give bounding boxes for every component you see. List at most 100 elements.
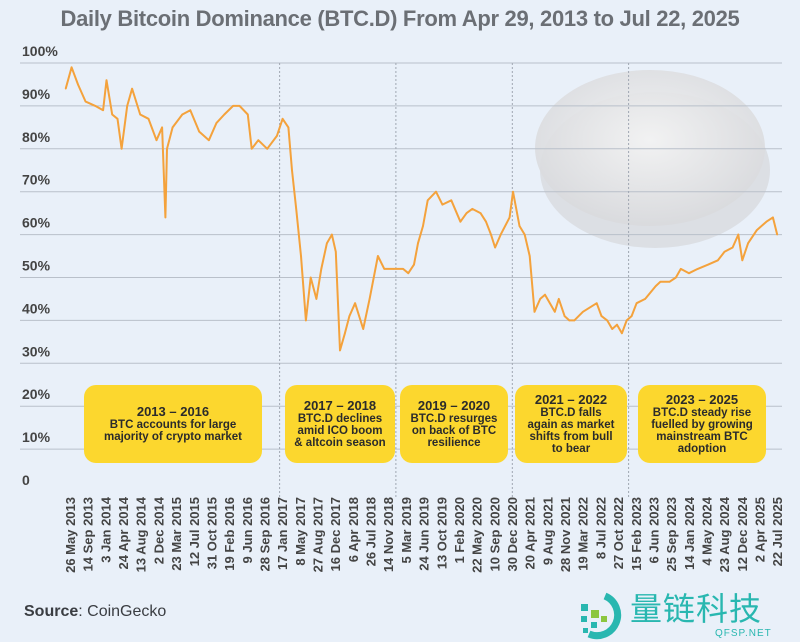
annotation-text: shifts from bull bbox=[529, 431, 613, 443]
data-point bbox=[680, 268, 682, 270]
annotation-period: 2013 – 2016 bbox=[136, 404, 210, 419]
data-point bbox=[139, 113, 142, 116]
data-point bbox=[166, 148, 168, 150]
data-point bbox=[246, 113, 249, 116]
y-tick-label: 60% bbox=[22, 215, 51, 231]
data-point bbox=[582, 311, 584, 313]
data-point bbox=[422, 225, 424, 227]
x-tick-label: 14 Sep 2013 bbox=[81, 497, 96, 571]
annotation-text: on back of BTC bbox=[411, 425, 497, 437]
annotation-period: 2023 – 2025 bbox=[665, 392, 739, 407]
data-point bbox=[595, 302, 598, 305]
annotation-text: resilience bbox=[427, 437, 481, 449]
annotation-text: to bear bbox=[551, 443, 591, 455]
data-point bbox=[499, 233, 502, 236]
source-value: : CoinGecko bbox=[78, 603, 167, 620]
annotation-text: BTC.D falls bbox=[540, 407, 602, 419]
data-point bbox=[102, 109, 104, 111]
data-point bbox=[616, 323, 618, 326]
data-point bbox=[250, 148, 253, 150]
x-tick-label: 30 Dec 2020 bbox=[505, 497, 520, 571]
data-point bbox=[441, 203, 444, 206]
data-point bbox=[435, 190, 437, 193]
data-point bbox=[776, 233, 778, 236]
data-point bbox=[181, 113, 184, 116]
chart-title: Daily Bitcoin Dominance (BTC.D) From Apr… bbox=[60, 6, 740, 31]
data-point bbox=[717, 259, 719, 262]
annotation-box: 2017 – 2018 BTC.D declines amid ICO boom & … bbox=[285, 385, 395, 463]
data-point bbox=[696, 268, 699, 270]
data-point bbox=[630, 315, 633, 317]
data-point bbox=[471, 208, 474, 210]
data-point bbox=[198, 130, 200, 133]
x-tick-label: 8 Jul 2022 bbox=[593, 497, 608, 559]
annotation-period: 2019 – 2020 bbox=[417, 398, 491, 413]
watermark-en: QFSP.NET bbox=[715, 628, 772, 639]
annotation-text: BTC.D declines bbox=[297, 413, 383, 425]
data-point bbox=[512, 190, 514, 193]
data-point bbox=[276, 135, 278, 137]
x-tick-label: 22 Jul 2025 bbox=[770, 497, 785, 566]
y-tick-label: 0 bbox=[22, 472, 30, 488]
data-point bbox=[215, 122, 218, 124]
data-point bbox=[354, 302, 356, 305]
x-tick-label: 1 Feb 2020 bbox=[452, 497, 467, 564]
x-tick-label: 26 Jul 2018 bbox=[364, 497, 379, 566]
data-point bbox=[563, 315, 566, 317]
data-point bbox=[508, 216, 511, 219]
x-tick-label: 24 Apr 2014 bbox=[116, 496, 131, 569]
data-point bbox=[94, 105, 97, 107]
data-point bbox=[772, 216, 774, 219]
data-point bbox=[668, 280, 671, 283]
data-point bbox=[171, 126, 174, 129]
data-point bbox=[688, 272, 690, 275]
data-point bbox=[644, 298, 646, 300]
x-tick-label: 2 Dec 2014 bbox=[151, 496, 166, 564]
data-point bbox=[654, 285, 657, 287]
annotation-period: 2021 – 2022 bbox=[534, 392, 608, 407]
data-point bbox=[266, 148, 268, 150]
data-point bbox=[320, 268, 323, 270]
data-point bbox=[335, 250, 337, 253]
data-point bbox=[362, 328, 365, 330]
data-point bbox=[315, 298, 318, 300]
data-point bbox=[485, 220, 487, 223]
data-point bbox=[116, 117, 119, 120]
data-point bbox=[287, 126, 290, 129]
source-note: Source: CoinGecko bbox=[24, 603, 166, 621]
x-tick-label: 31 Oct 2015 bbox=[204, 497, 219, 569]
annotation-box: 2013 – 2016 BTC accounts for large majorit… bbox=[84, 385, 262, 463]
data-point bbox=[309, 276, 312, 279]
data-point bbox=[344, 332, 346, 335]
annotation-text: mainstream BTC bbox=[656, 431, 748, 443]
x-tick-label: 28 Sep 2016 bbox=[257, 497, 272, 571]
x-tick-label: 10 Sep 2020 bbox=[487, 497, 502, 571]
data-point bbox=[339, 349, 341, 352]
data-point bbox=[64, 87, 67, 90]
x-tick-label: 5 Mar 2019 bbox=[399, 497, 414, 564]
data-point bbox=[611, 328, 613, 330]
annotation-text: BTC.D steady rise bbox=[652, 407, 752, 419]
data-point bbox=[147, 117, 150, 120]
data-point bbox=[635, 302, 638, 305]
x-tick-label: 19 Feb 2016 bbox=[222, 497, 237, 571]
x-tick-label: 15 Feb 2023 bbox=[629, 497, 644, 571]
data-point bbox=[523, 233, 526, 236]
data-point bbox=[621, 332, 623, 335]
x-tick-label: 6 Jun 2023 bbox=[646, 497, 661, 564]
annotation-text: BTC.D resurges bbox=[410, 413, 498, 425]
data-point bbox=[659, 280, 662, 283]
x-tick-label: 22 May 2020 bbox=[470, 497, 485, 573]
data-point bbox=[295, 208, 297, 210]
x-tick-label: 4 May 2024 bbox=[699, 496, 714, 565]
data-point bbox=[131, 87, 133, 90]
annotation-box: 2019 – 2020 BTC.D resurges on back of BTC r… bbox=[400, 385, 508, 463]
data-point bbox=[465, 212, 468, 214]
x-tick-label: 27 Aug 2017 bbox=[311, 497, 326, 572]
annotation-text: adoption bbox=[677, 443, 727, 455]
annotation-period: 2017 – 2018 bbox=[303, 398, 377, 413]
data-point bbox=[77, 83, 79, 86]
y-tick-label: 30% bbox=[22, 343, 51, 359]
data-point bbox=[568, 319, 571, 322]
data-point bbox=[731, 246, 734, 249]
